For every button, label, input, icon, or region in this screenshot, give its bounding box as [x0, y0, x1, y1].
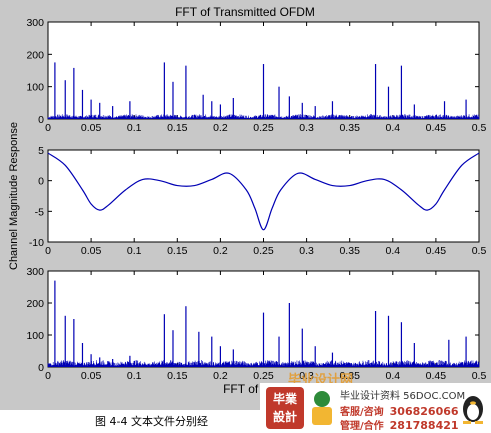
- x-tick-label: 0.35: [339, 122, 360, 134]
- y-tick-label: 100: [26, 330, 44, 342]
- ad-site: 毕业设计资料 56DOC.COM: [340, 391, 466, 402]
- y-tick-label: 200: [26, 298, 44, 310]
- x-tick-label: 0.15: [167, 122, 188, 134]
- ad-row2-label: 管理/合作: [340, 421, 384, 432]
- x-tick-label: 0.45: [426, 370, 447, 382]
- y-tick-label: 0: [38, 114, 44, 126]
- y-tick-label: -10: [29, 237, 44, 249]
- figure-caption: 图 4-4 文本文件分别经: [95, 415, 208, 428]
- x-tick-label: 0.1: [127, 245, 142, 257]
- x-tick-label: 0.05: [81, 122, 102, 134]
- y-tick-label: 5: [38, 145, 44, 157]
- x-tick-label: 0.4: [385, 245, 400, 257]
- x-tick-label: 0.35: [339, 245, 360, 257]
- x-tick-label: 0.35: [339, 370, 360, 382]
- x-tick-label: 0.15: [167, 370, 188, 382]
- figure-svg: FFT of Transmitted OFDM Channel Magnitude…: [8, 5, 487, 396]
- x-tick-label: 0.25: [253, 245, 274, 257]
- x-tick-label: 0.4: [385, 122, 400, 134]
- x-tick-label: 0.25: [253, 122, 274, 134]
- mascot-icon: [312, 391, 332, 425]
- x-tick-label: 0.45: [426, 122, 447, 134]
- y-tick-label: 200: [26, 49, 44, 61]
- noise-floor-1: [47, 114, 480, 119]
- ad-row1-label: 客服/咨询: [340, 407, 384, 418]
- noise-floor-3: [47, 360, 480, 367]
- x-tick-label: 0: [45, 370, 51, 382]
- ad-logo: 毕業 設計: [266, 387, 304, 429]
- x-tick-label: 0.25: [253, 370, 274, 382]
- y-tick-label: 300: [26, 17, 44, 29]
- x-tick-label: 0.2: [213, 370, 228, 382]
- ad-row-manage: 管理/合作 281788421: [340, 417, 459, 432]
- x-tick-label: 0.3: [299, 122, 314, 134]
- x-tick-label: 0.5: [472, 122, 487, 134]
- x-tick-label: 0: [45, 122, 51, 134]
- x-tick-label: 0.1: [127, 122, 142, 134]
- x-tick-label: 0.05: [81, 245, 102, 257]
- y-tick-label: 300: [26, 266, 44, 278]
- penguin-icon: [463, 396, 483, 424]
- x-tick-label: 0.5: [472, 245, 487, 257]
- y-tick-label: 0: [38, 176, 44, 188]
- x-tick-label: 0.05: [81, 370, 102, 382]
- chart-title: FFT of Transmitted OFDM: [175, 5, 315, 19]
- y-tick-label: 0: [38, 362, 44, 374]
- ad-logo-line1: 毕業: [272, 392, 297, 406]
- x-tick-label: 0: [45, 245, 51, 257]
- x-tick-label: 0.1: [127, 370, 142, 382]
- ad-box[interactable]: 毕業 設計 毕业设计资料 56DOC.COM 客服/咨询 306826066 管理…: [260, 383, 491, 433]
- axes-box-2: [47, 149, 480, 243]
- y-axis-label: Channel Magnitude Response: [8, 122, 20, 270]
- ad-row1-num: 306826066: [389, 405, 459, 418]
- x-tick-label: 0.4: [385, 370, 400, 382]
- x-tick-label: 0.2: [213, 245, 228, 257]
- x-tick-label: 0.3: [299, 245, 314, 257]
- x-tick-label: 0.5: [472, 370, 487, 382]
- figure-panel: FFT of Transmitted OFDM Channel Magnitude…: [0, 0, 491, 410]
- x-tick-label: 0.15: [167, 245, 188, 257]
- y-tick-label: 100: [26, 82, 44, 94]
- x-tick-label: 0.45: [426, 245, 447, 257]
- ad-row-service: 客服/咨询 306826066: [340, 403, 459, 418]
- ad-row2-num: 281788421: [389, 419, 459, 432]
- ad-logo-line2: 設計: [272, 410, 297, 424]
- y-tick-label: -5: [35, 206, 44, 218]
- x-tick-label: 0.3: [299, 370, 314, 382]
- x-tick-label: 0.2: [213, 122, 228, 134]
